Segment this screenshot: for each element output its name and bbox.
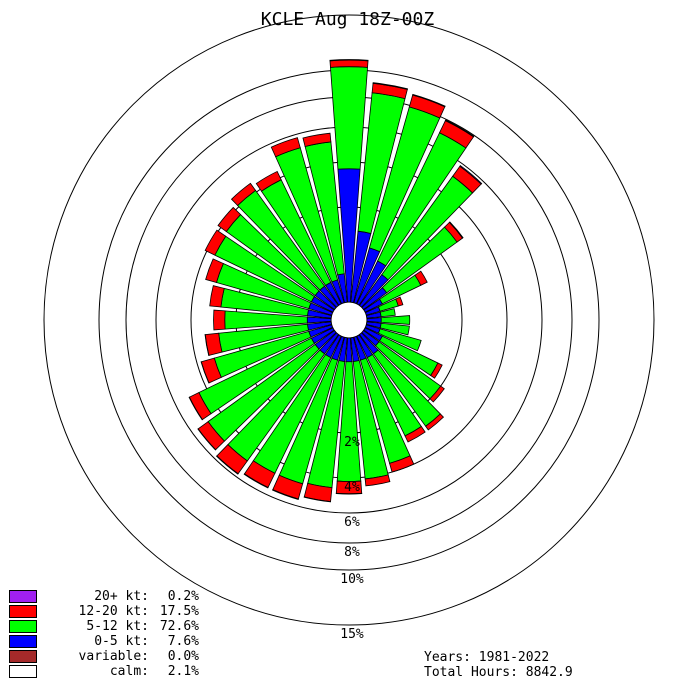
ring-label-15: 15% — [340, 627, 364, 642]
petal-280deg-1220kt — [209, 285, 225, 308]
petal-140deg-1220kt — [425, 413, 445, 431]
petal-250deg-20kt — [200, 361, 210, 384]
legend: 20+ kt: 0.2% 12-20 kt: 17.5% 5-12 kt: 72… — [9, 589, 199, 679]
ring-labels: 2% 4% 6% 8% 10% 15% — [340, 435, 364, 642]
petal-90deg-512kt — [380, 315, 411, 325]
legend-item-5-12: 5-12 kt: 72.6% — [9, 619, 199, 634]
chart-title: KCLE Aug 18Z-00Z — [260, 9, 435, 30]
petal-100deg-512kt — [379, 322, 410, 336]
ring-label-8: 8% — [344, 545, 360, 560]
legend-value: 72.6% — [159, 619, 199, 634]
petal-340deg-1220kt — [270, 137, 301, 158]
legend-value: 2.1% — [167, 664, 199, 679]
petal-70deg-1220kt — [395, 296, 404, 307]
legend-swatch — [9, 620, 37, 633]
legend-label: calm: — [109, 664, 149, 679]
petal-200deg-20kt — [272, 489, 299, 500]
ring-label-10: 10% — [340, 572, 364, 587]
petal-10deg-20kt — [372, 82, 408, 90]
petal-0deg-20kt — [329, 59, 369, 62]
petal-330deg-1220kt — [255, 170, 282, 192]
legend-label: variable: — [78, 649, 149, 664]
petal-190deg-20kt — [303, 496, 332, 503]
petal-220deg-20kt — [215, 455, 239, 475]
ring-label-2: 2% — [344, 435, 360, 450]
legend-item-calm: calm: 2.1% — [9, 664, 199, 679]
petal-0deg-1220kt — [329, 59, 369, 68]
petal-50deg-20kt — [448, 221, 464, 239]
legend-label: 12-20 kt: — [78, 604, 149, 619]
legend-swatch — [9, 635, 37, 648]
years-text: Years: 1981-2022 — [424, 650, 550, 665]
ring-label-4: 4% — [344, 480, 360, 495]
petal-300deg-1220kt — [204, 229, 227, 256]
petal-290deg-1220kt — [205, 258, 224, 283]
petal-0deg-512kt — [330, 66, 368, 170]
petal-310deg-1220kt — [217, 206, 242, 233]
legend-swatch — [9, 605, 37, 618]
petal-320deg-1220kt — [230, 182, 257, 207]
legend-label: 0-5 kt: — [94, 634, 149, 649]
petal-130deg-1220kt — [429, 385, 445, 403]
petal-40deg-20kt — [459, 165, 483, 185]
legend-value: 7.6% — [167, 634, 199, 649]
petal-350deg-1220kt — [302, 132, 332, 147]
petal-110deg-512kt — [377, 328, 422, 352]
legend-value: 0.0% — [167, 649, 199, 664]
ring-15pct — [43, 14, 655, 626]
info-block: Years: 1981-2022 Total Hours: 8842.9 — [424, 650, 573, 680]
legend-value: 0.2% — [167, 589, 199, 604]
petal-160deg-1220kt — [389, 455, 415, 473]
petal-170deg-1220kt — [364, 474, 391, 487]
legend-swatch — [9, 665, 37, 678]
legend-item-variable: variable: 0.0% — [9, 649, 199, 664]
petal-20deg-20kt — [412, 93, 446, 108]
legend-label: 20+ kt: — [94, 589, 149, 604]
legend-item-20plus: 20+ kt: 0.2% — [9, 589, 199, 604]
total-hours-text: Total Hours: 8842.9 — [424, 665, 573, 680]
wind-petals — [188, 59, 483, 503]
legend-item-0-5: 0-5 kt: 7.6% — [9, 634, 199, 649]
petal-210deg-20kt — [243, 473, 269, 489]
petal-120deg-1220kt — [430, 362, 443, 379]
petal-180deg-20kt — [335, 492, 363, 495]
petal-30deg-20kt — [444, 119, 475, 138]
petal-80deg-512kt — [379, 308, 396, 318]
ring-label-6: 6% — [344, 515, 360, 530]
legend-label: 5-12 kt: — [86, 619, 149, 634]
petal-260deg-20kt — [204, 334, 210, 356]
petal-150deg-1220kt — [404, 425, 426, 443]
petal-270deg-1220kt — [213, 309, 226, 331]
legend-value: 17.5% — [159, 604, 199, 619]
legend-swatch — [9, 650, 37, 663]
petal-230deg-20kt — [197, 428, 217, 451]
petal-240deg-20kt — [188, 396, 203, 421]
legend-item-12-20: 12-20 kt: 17.5% — [9, 604, 199, 619]
petal-60deg-1220kt — [414, 270, 428, 286]
legend-swatch — [9, 590, 37, 603]
